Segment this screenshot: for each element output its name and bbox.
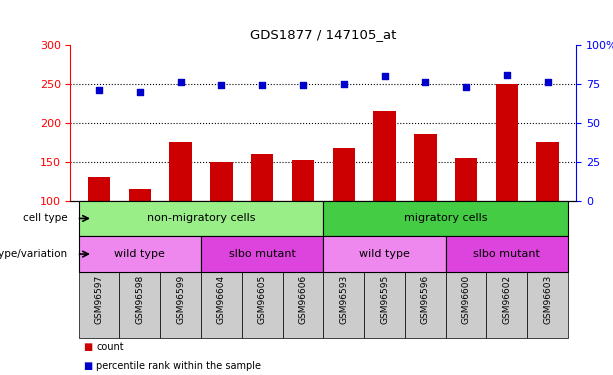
Bar (446, 272, 487, 338)
Bar (283, 272, 324, 338)
Bar (129, 189, 151, 201)
Text: cell type: cell type (23, 213, 67, 223)
Text: percentile rank within the sample: percentile rank within the sample (96, 361, 261, 370)
Text: GSM96606: GSM96606 (299, 275, 308, 324)
Text: GSM96593: GSM96593 (339, 275, 348, 324)
Point (379, 73, 389, 79)
Bar (332, 148, 355, 201)
Point (339, 81, 349, 87)
Bar (201, 272, 242, 338)
Bar (405, 272, 446, 338)
Bar (496, 84, 518, 201)
Text: GSM96597: GSM96597 (94, 275, 104, 324)
Bar (324, 236, 446, 272)
Point (543, 80, 552, 86)
Bar (527, 272, 568, 338)
Bar (120, 272, 160, 338)
Title: GDS1877 / 147105_at: GDS1877 / 147105_at (250, 28, 397, 41)
Text: GSM96595: GSM96595 (380, 275, 389, 324)
Point (421, 80, 430, 86)
Bar (242, 272, 283, 338)
Text: GSM96596: GSM96596 (421, 275, 430, 324)
Bar (455, 158, 478, 201)
Bar (536, 142, 559, 201)
Bar (487, 272, 527, 338)
Bar (201, 236, 324, 272)
Bar (324, 201, 568, 236)
Bar (414, 135, 436, 201)
Text: wild type: wild type (115, 249, 166, 259)
Text: count: count (96, 342, 124, 352)
Text: GSM96600: GSM96600 (462, 275, 471, 324)
Text: GSM96604: GSM96604 (217, 275, 226, 324)
Point (216, 82, 226, 88)
Point (94, 87, 104, 93)
Bar (373, 111, 396, 201)
Point (461, 84, 471, 90)
Bar (251, 154, 273, 201)
Bar (78, 272, 120, 338)
Text: slbo mutant: slbo mutant (473, 249, 540, 259)
Bar (78, 236, 201, 272)
Text: GSM96603: GSM96603 (543, 275, 552, 324)
Text: wild type: wild type (359, 249, 410, 259)
Bar (364, 272, 405, 338)
Text: GSM96602: GSM96602 (503, 275, 511, 324)
Bar (160, 272, 201, 338)
Point (298, 82, 308, 88)
Point (176, 80, 186, 86)
Bar (292, 160, 314, 201)
Text: ■: ■ (83, 361, 92, 370)
Text: migratory cells: migratory cells (404, 213, 487, 223)
Bar (446, 236, 568, 272)
Text: ■: ■ (83, 342, 92, 352)
Bar (169, 142, 192, 201)
Bar (78, 201, 324, 236)
Point (257, 82, 267, 88)
Text: GSM96605: GSM96605 (257, 275, 267, 324)
Bar (324, 272, 364, 338)
Bar (88, 177, 110, 201)
Text: genotype/variation: genotype/variation (0, 249, 67, 259)
Point (502, 72, 512, 78)
Text: slbo mutant: slbo mutant (229, 249, 295, 259)
Bar (210, 162, 232, 201)
Text: non-migratory cells: non-migratory cells (147, 213, 255, 223)
Text: GSM96598: GSM96598 (135, 275, 144, 324)
Text: GSM96599: GSM96599 (176, 275, 185, 324)
Point (135, 88, 145, 94)
